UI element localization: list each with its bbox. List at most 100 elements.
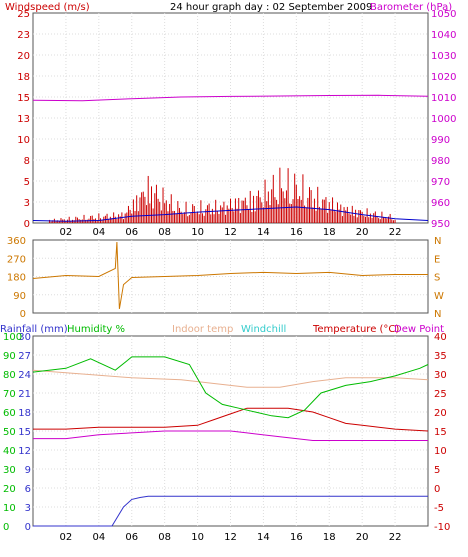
rainfall-tick: 24	[18, 370, 31, 381]
rainfall-tick: 6	[25, 484, 31, 495]
barometer-tick: 960	[431, 198, 450, 209]
legend-humidity: Humidity %	[67, 324, 125, 335]
legend-indoor-temp: Indoor temp	[172, 324, 233, 335]
rainfall-line	[33, 495, 428, 527]
rainfall-tick: 27	[18, 351, 31, 362]
x-tick-label: 08	[158, 227, 171, 238]
x-tick-label: 16	[290, 532, 303, 543]
temperature-line	[33, 407, 429, 432]
dew-point-line	[33, 430, 428, 441]
x-tick-label: 18	[323, 227, 336, 238]
x-tick-label: 12	[224, 227, 237, 238]
barometer-tick: 950	[431, 219, 450, 230]
humidity-line	[32, 356, 429, 419]
compass-tick: N	[434, 309, 441, 320]
x-tick-label: 02	[60, 532, 73, 543]
windspeed-tick: 8	[24, 156, 30, 167]
rainfall-tick: 0	[25, 522, 31, 533]
chart-title: 24 hour graph day : 02 September 2009	[170, 2, 372, 13]
temperature-tick: 25	[434, 389, 447, 400]
temperature-tick: -5	[434, 503, 444, 514]
x-tick-label: 08	[158, 532, 171, 543]
humidity-tick-labels: 0 10 20 30 40 50 60 70 80 90 100	[3, 332, 22, 533]
x-tick-label: 14	[257, 227, 270, 238]
temperature-tick: 30	[434, 370, 447, 381]
humidity-tick: 0	[3, 522, 9, 533]
temperature-tick: 10	[434, 446, 447, 457]
rainfall-tick: 3	[25, 503, 31, 514]
x-tick-label: 02	[60, 227, 73, 238]
legend-windchill: Windchill	[241, 324, 286, 335]
humidity-tick: 70	[3, 389, 16, 400]
barometer-tick: 980	[431, 156, 450, 167]
panel3-x-tick-labels: 02 04 06 08 10 12 14 16 18 20 22	[60, 532, 402, 543]
windspeed-tick: 18	[17, 72, 30, 83]
panel1-grid	[33, 13, 428, 223]
humidity-tick: 20	[3, 484, 16, 495]
windspeed-tick: 5	[24, 177, 30, 188]
direction-tick: 90	[13, 291, 26, 302]
temperature-tick: 40	[434, 332, 447, 343]
temperature-tick: 35	[434, 351, 447, 362]
x-tick-label: 04	[92, 532, 105, 543]
x-tick-label: 12	[224, 532, 237, 543]
rainfall-tick: 12	[18, 446, 31, 457]
direction-tick: 0	[20, 309, 26, 320]
wind-direction-line	[32, 241, 428, 309]
indoor-temp-line	[32, 369, 429, 388]
compass-tick: E	[434, 254, 440, 265]
barometer-tick: 1010	[431, 93, 456, 104]
humidity-tick: 50	[3, 427, 16, 438]
windspeed-tick-labels: 0 3 5 8 10 13 15 18 20 23 25	[17, 9, 30, 230]
rainfall-tick: 15	[18, 427, 31, 438]
temperature-humidity-panel: Rainfall (mm) Humidity % Indoor temp Win…	[0, 324, 450, 543]
x-tick-label: 06	[125, 532, 138, 543]
rainfall-tick: 9	[25, 465, 31, 476]
temperature-tick-labels: -10 -5 0 5 10 15 20 25 30 35 40	[434, 332, 450, 533]
x-tick-label: 06	[125, 227, 138, 238]
rainfall-tick-labels: 0 3 6 9 12 15 18 21 24 27 30	[18, 332, 31, 533]
humidity-tick: 80	[3, 370, 16, 381]
windspeed-tick: 0	[24, 219, 30, 230]
x-tick-label: 20	[356, 227, 369, 238]
barometer-tick: 1020	[431, 72, 456, 83]
humidity-tick: 100	[3, 332, 22, 343]
x-tick-label: 04	[92, 227, 105, 238]
temperature-tick: 20	[434, 408, 447, 419]
windspeed-tick: 10	[17, 135, 30, 146]
direction-tick: 180	[7, 273, 26, 284]
humidity-tick: 90	[3, 351, 16, 362]
windspeed-axis-title: Windspeed (m/s)	[5, 2, 90, 13]
windspeed-tick: 3	[24, 198, 30, 209]
x-tick-label: 16	[290, 227, 303, 238]
legend-dew-point: Dew Point	[394, 324, 444, 335]
windspeed-tick: 15	[17, 93, 30, 104]
barometer-line	[32, 94, 429, 102]
barometer-tick: 1050	[431, 9, 456, 20]
x-tick-label: 22	[389, 227, 402, 238]
x-tick-label: 10	[191, 532, 204, 543]
x-tick-label: 20	[356, 532, 369, 543]
barometer-tick: 1000	[431, 114, 456, 125]
barometer-axis-title: Barometer (hPa)	[370, 2, 452, 13]
barometer-tick: 970	[431, 177, 450, 188]
barometer-tick-labels: 950 960 970 980 990 1000 1010 1020 1030 1040 1050	[431, 9, 456, 230]
windspeed-tick: 13	[17, 114, 30, 125]
compass-tick: N	[434, 236, 441, 247]
humidity-tick: 10	[3, 503, 16, 514]
panel1-x-tick-labels: 02 04 06 08 10 12 14 16 18 20 22	[60, 227, 402, 238]
rainfall-tick: 18	[18, 408, 31, 419]
direction-tick: 360	[7, 236, 26, 247]
avg-wind-line	[32, 206, 429, 222]
barometer-tick: 1030	[431, 51, 456, 62]
barometer-tick: 990	[431, 135, 450, 146]
rainfall-tick: 30	[18, 332, 31, 343]
windspeed-tick: 23	[17, 30, 30, 41]
temperature-tick: 5	[434, 465, 440, 476]
x-tick-label: 22	[389, 532, 402, 543]
temperature-tick: 15	[434, 427, 447, 438]
compass-tick: S	[434, 273, 440, 284]
temperature-tick: -10	[434, 522, 450, 533]
